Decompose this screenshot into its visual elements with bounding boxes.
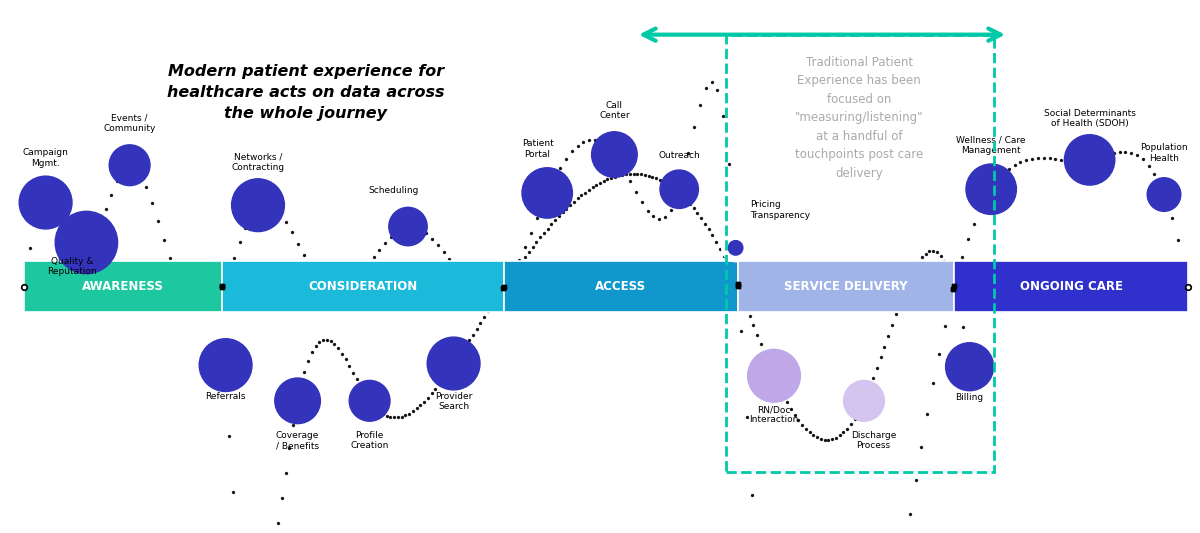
Bar — [504, 261, 738, 312]
Circle shape — [522, 168, 572, 218]
Text: SERVICE DELIVERY: SERVICE DELIVERY — [784, 280, 908, 293]
Circle shape — [844, 381, 884, 421]
Bar — [738, 261, 954, 312]
Text: Profile
Creation: Profile Creation — [350, 431, 389, 450]
Text: Networks /
Contracting: Networks / Contracting — [232, 152, 284, 172]
Circle shape — [592, 132, 637, 177]
Circle shape — [946, 343, 994, 391]
Text: Coverage
/ Benefits: Coverage / Benefits — [276, 431, 319, 450]
Bar — [726, 35, 994, 472]
Text: AWARENESS: AWARENESS — [82, 280, 164, 293]
Text: Provider
Search: Provider Search — [434, 392, 473, 411]
Circle shape — [199, 338, 252, 392]
Circle shape — [232, 179, 284, 232]
Circle shape — [55, 211, 118, 274]
Text: Referrals: Referrals — [205, 392, 246, 401]
Circle shape — [966, 164, 1016, 214]
Text: ONGOING CARE: ONGOING CARE — [1020, 280, 1122, 293]
Circle shape — [1064, 135, 1115, 185]
Text: Call
Center: Call Center — [599, 101, 630, 120]
Text: Scheduling: Scheduling — [368, 185, 419, 195]
Text: Outreach: Outreach — [659, 151, 700, 160]
Circle shape — [275, 378, 320, 424]
Circle shape — [349, 381, 390, 421]
Circle shape — [1147, 177, 1181, 212]
Text: Social Determinants
of Health (SDOH): Social Determinants of Health (SDOH) — [1044, 109, 1135, 128]
Text: CONSIDERATION: CONSIDERATION — [308, 280, 418, 293]
Text: Quality &
Reputation: Quality & Reputation — [47, 257, 97, 276]
Text: Pricing
Transparency: Pricing Transparency — [750, 200, 810, 220]
Text: Population
Health: Population Health — [1140, 143, 1188, 163]
Text: ACCESS: ACCESS — [595, 280, 647, 293]
Text: Wellness / Care
Management: Wellness / Care Management — [956, 135, 1026, 155]
Text: Discharge
Process: Discharge Process — [851, 431, 896, 450]
Circle shape — [427, 337, 480, 390]
Text: RN/Doc
Interaction: RN/Doc Interaction — [749, 405, 799, 424]
Text: Patient
Portal: Patient Portal — [522, 140, 553, 159]
Text: Events /
Community: Events / Community — [103, 114, 156, 133]
Text: Traditional Patient
Experience has been
focused on
"measuring/listening"
at a ha: Traditional Patient Experience has been … — [794, 56, 924, 180]
Circle shape — [748, 349, 800, 402]
Circle shape — [19, 176, 72, 229]
Bar — [954, 261, 1188, 312]
Text: Billing: Billing — [955, 393, 984, 402]
Circle shape — [722, 235, 749, 261]
Circle shape — [660, 170, 698, 208]
Circle shape — [728, 240, 743, 255]
Text: Modern patient experience for
healthcare acts on data across
the whole journey: Modern patient experience for healthcare… — [167, 64, 445, 121]
Text: Campaign
Mgmt.: Campaign Mgmt. — [23, 149, 68, 168]
Bar — [222, 261, 504, 312]
Circle shape — [109, 145, 150, 185]
Circle shape — [389, 207, 427, 246]
Bar — [24, 261, 222, 312]
